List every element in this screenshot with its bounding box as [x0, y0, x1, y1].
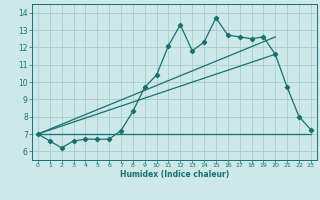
X-axis label: Humidex (Indice chaleur): Humidex (Indice chaleur)	[120, 170, 229, 179]
